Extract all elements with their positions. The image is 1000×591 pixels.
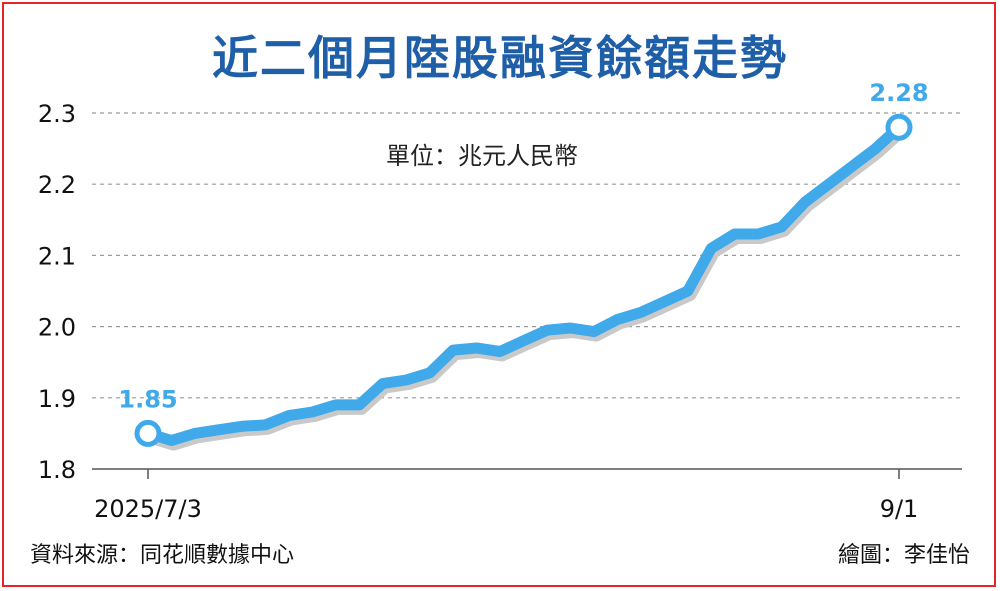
source-note: 資料來源：同花順數據中心 [30,543,295,568]
unit-label: 單位：兆元人民幣 [386,142,578,170]
x-tick-label: 9/1 [880,495,919,523]
y-tick-label: 2.1 [38,242,76,270]
chart-title: 近二個月陸股融資餘額走勢 [212,31,788,85]
y-tick-label: 1.8 [38,456,76,484]
start-point-marker [134,419,162,447]
x-tick-label: 2025/7/3 [94,495,202,523]
series-line [142,121,905,446]
y-tick-label: 1.9 [38,385,76,413]
start-data-label: 1.85 [118,385,177,413]
y-tick-label: 2.3 [38,100,76,128]
y-tick-label: 2.0 [38,314,76,342]
series-line-shadow [143,123,908,451]
credit-note: 繪圖：李佳怡 [837,543,970,568]
end-point-marker [885,113,913,141]
y-tick-label: 2.2 [38,171,76,199]
end-data-label: 2.28 [869,79,928,107]
